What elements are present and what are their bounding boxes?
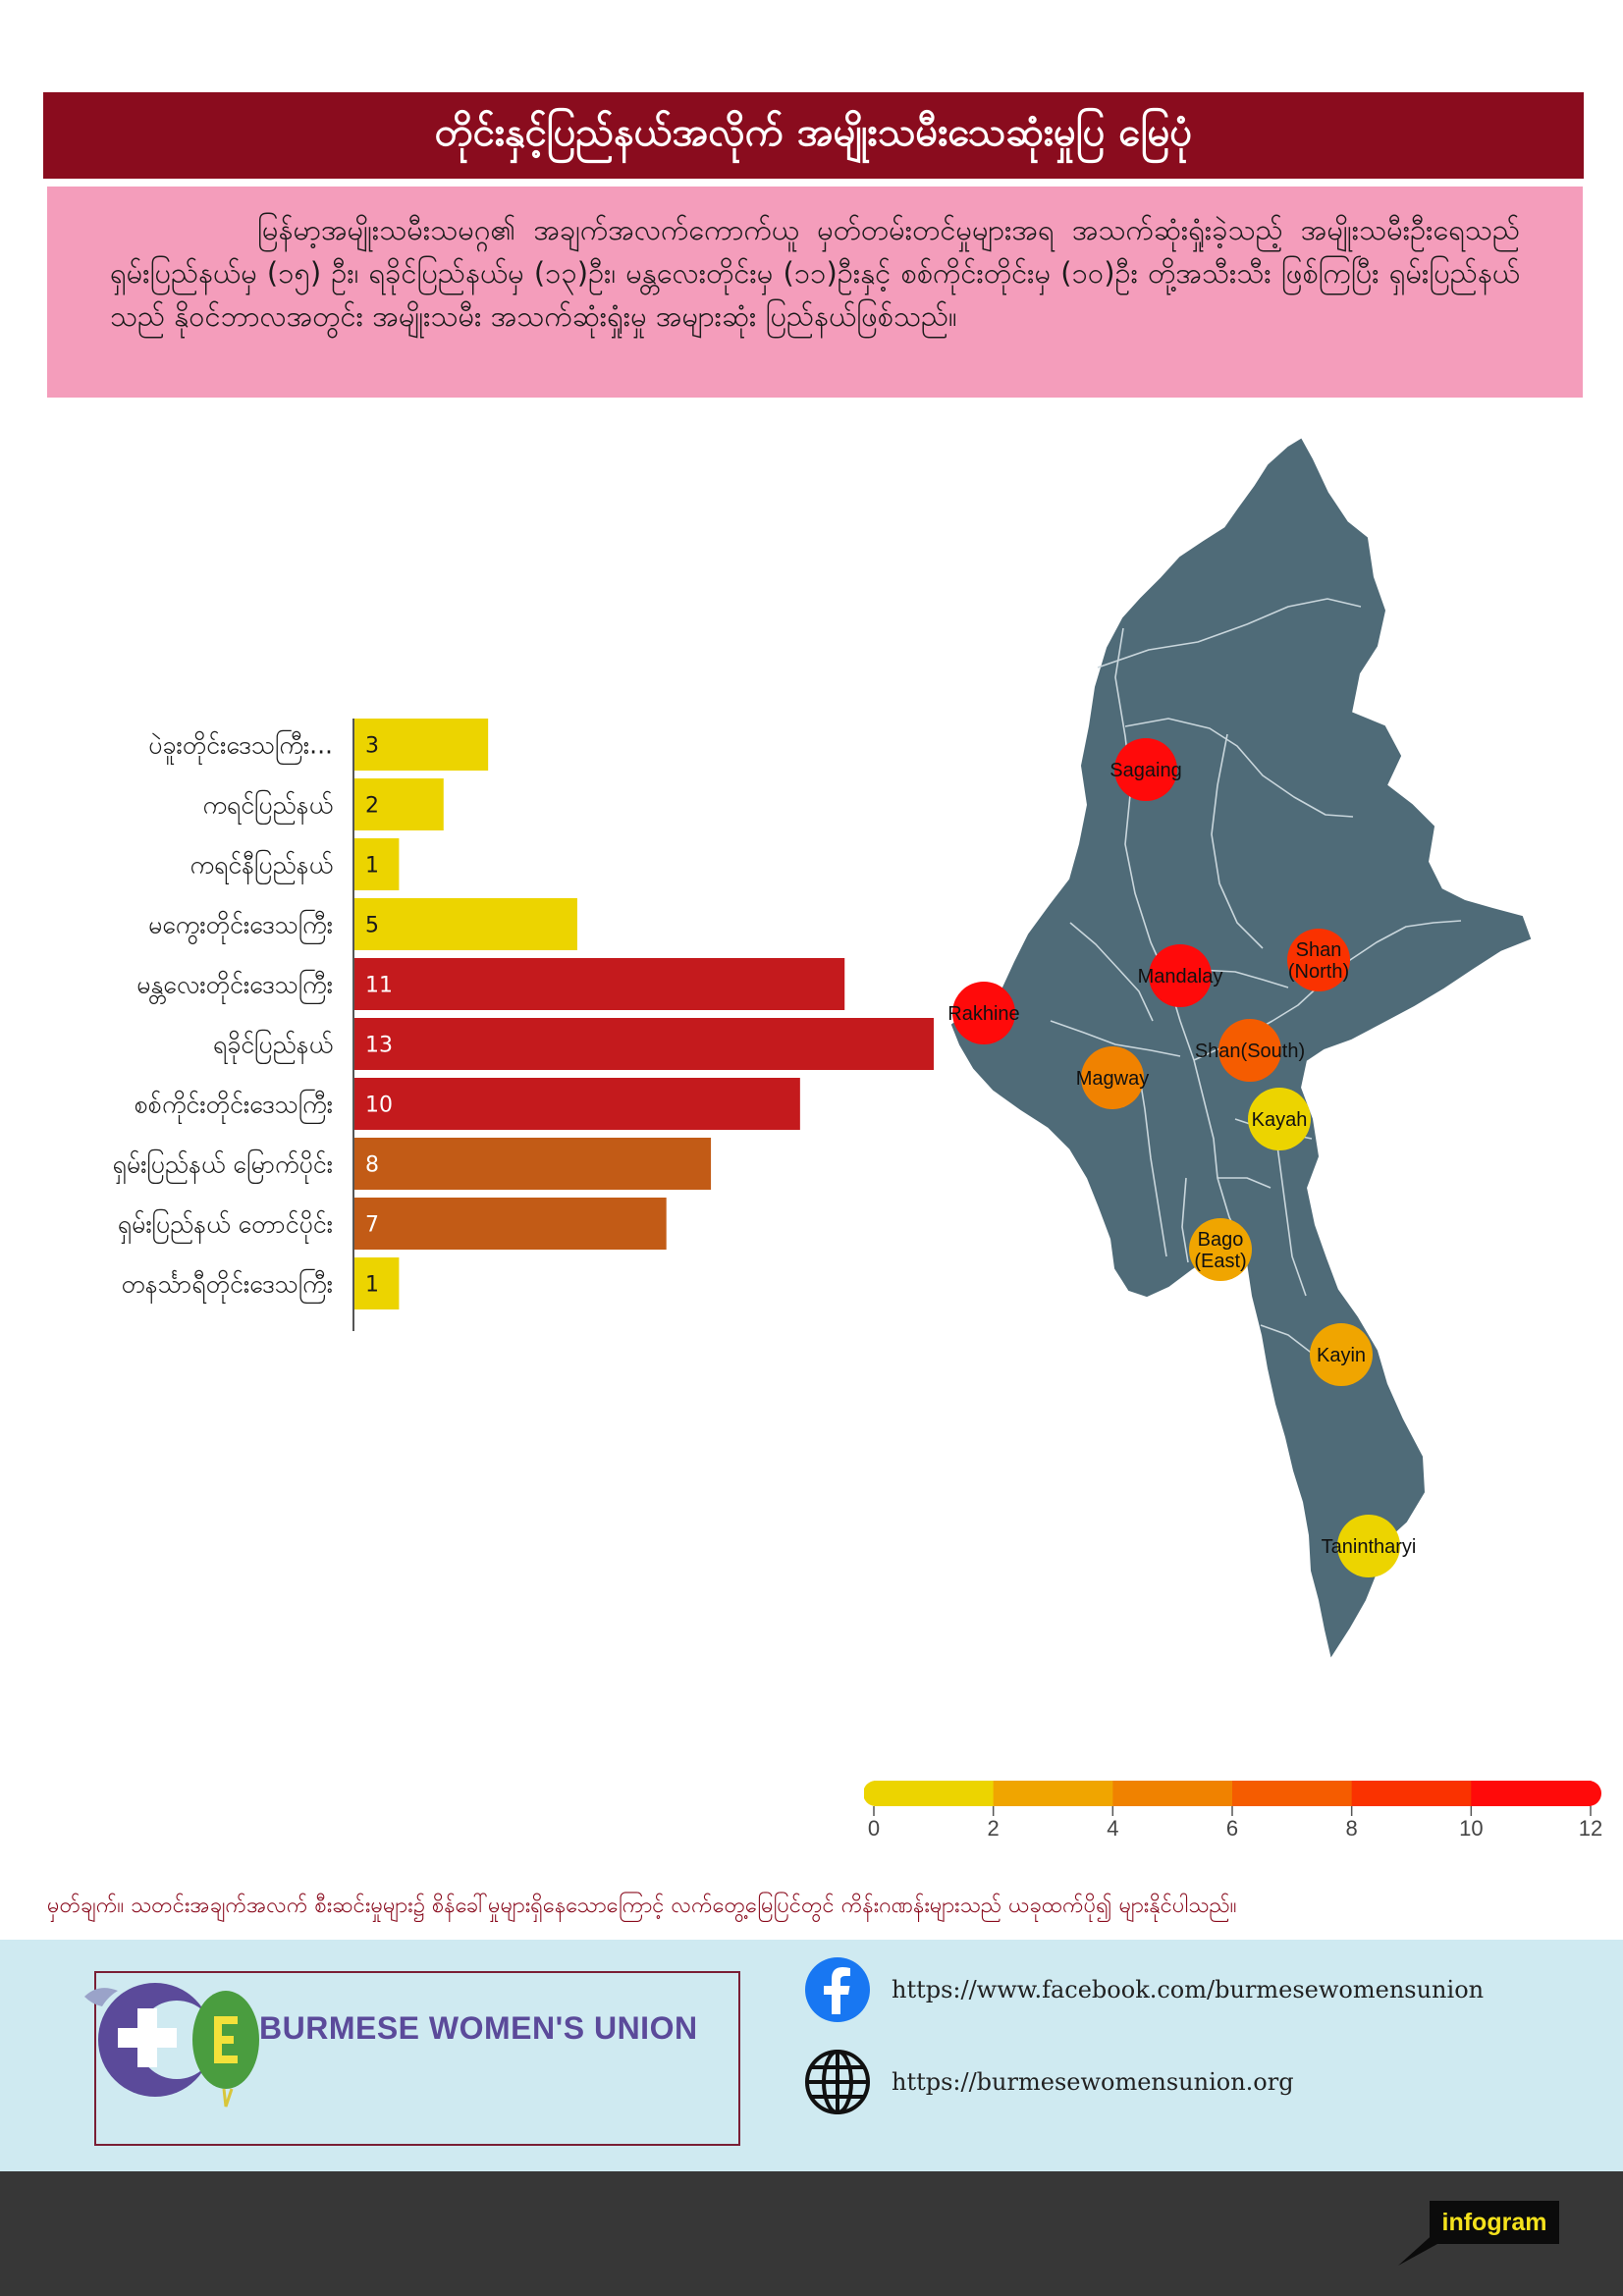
bar-category-label: ပဲခူးတိုင်းဒေသကြီး...: [148, 730, 333, 765]
legend-swatch: [1112, 1781, 1233, 1806]
bar-category-label: ရှမ်းပြည်နယ် မြောက်ပိုင်း: [112, 1149, 333, 1185]
map-marker[interactable]: [1218, 1019, 1281, 1082]
summary-text: မြန်မာ့အမျိုးသမီးသမဂ္ဂ၏ အချက်အလက်ကောက်ယူ…: [47, 187, 1583, 398]
map-marker[interactable]: [1248, 1088, 1311, 1150]
map-marker-label: Kayah: [1252, 1109, 1308, 1131]
bar-category-label: စစ်ကိုင်းတိုင်းဒေသကြီး: [135, 1090, 333, 1124]
footer: BURMESE WOMEN'S UNION https://www.facebo…: [0, 1940, 1623, 2171]
legend-swatch: [874, 1781, 995, 1806]
legend-swatch: [1232, 1781, 1353, 1806]
map-marker[interactable]: [1081, 1046, 1144, 1109]
legend-swatch: [1351, 1781, 1472, 1806]
website-link-row[interactable]: https://burmesewomensunion.org: [803, 2048, 1294, 2116]
bar-category-label: မကွေးတိုင်းဒေသကြီး: [148, 910, 333, 945]
bar-value-label: 3: [365, 734, 379, 759]
map-marker-label: Bago: [1198, 1229, 1244, 1251]
map-markers: Sagaing Rakhine Mandalay Shan(North) Shan(So…: [947, 738, 1416, 1577]
org-name: BURMESE WOMEN'S UNION: [259, 2010, 698, 2046]
legend-tick-label: 4: [1107, 1816, 1118, 1841]
bar-category-label: မန္တလေးတိုင်းဒေသကြီး: [136, 970, 333, 1004]
legend-swatch: [993, 1781, 1113, 1806]
legend-tick-label: 6: [1226, 1816, 1238, 1841]
bar-value-label: 1: [365, 854, 379, 879]
map-marker-label: Shan(South): [1195, 1041, 1305, 1062]
bar-value-label: 8: [365, 1153, 379, 1178]
page-title: တိုင်းနှင့်ပြည်နယ်အလိုက် အမျိုးသမီးသေဆုံ…: [43, 92, 1584, 179]
bar-category-label: ကရင်နီပြည်နယ်: [190, 850, 333, 884]
map-marker-label: Tanintharyi: [1322, 1536, 1417, 1558]
map-marker[interactable]: [952, 982, 1015, 1044]
logo-frame: [94, 1971, 740, 2146]
website-url[interactable]: https://burmesewomensunion.org: [892, 2068, 1294, 2096]
bar-7: [354, 1138, 712, 1190]
bar-3: [354, 898, 577, 950]
map-marker[interactable]: [1189, 1218, 1252, 1281]
bar-5: [354, 1018, 934, 1070]
map-marker-label: Mandalay: [1138, 966, 1223, 988]
map-marker-label: Rakhine: [947, 1003, 1019, 1025]
infogram-badge[interactable]: infogram: [1430, 2201, 1559, 2244]
bar-value-label: 1: [365, 1273, 379, 1298]
bar-category-label: တနင်္သာရီတိုင်းဒေသကြီး: [122, 1269, 333, 1304]
map-marker-label: Shan: [1296, 939, 1342, 961]
legend-tick-label: 2: [988, 1816, 1000, 1841]
footnote: မှတ်ချက်။ သတင်းအချက်အလက် စီးဆင်းမှုများ၌…: [47, 1894, 1237, 1918]
legend-tick-label: 8: [1346, 1816, 1358, 1841]
bar-4: [354, 958, 845, 1010]
bar-value-label: 7: [365, 1213, 379, 1238]
legend-swatch: [1471, 1781, 1592, 1806]
myanmar-map: Sagaing Rakhine Mandalay Shan(North) Shan(So…: [947, 438, 1532, 1658]
bar-value-label: 13: [365, 1034, 393, 1058]
bar-category-label: ရခိုင်ပြည်နယ်: [213, 1030, 333, 1064]
bar-9: [354, 1257, 400, 1309]
legend-tick-label: 12: [1579, 1816, 1602, 1841]
bar-value-label: 11: [365, 974, 393, 998]
legend-tick-label: 10: [1459, 1816, 1483, 1841]
bar-6: [354, 1078, 800, 1130]
facebook-icon[interactable]: [803, 1955, 872, 2024]
bwu-logo-icon: [84, 1983, 259, 2108]
map-marker-label: Kayin: [1317, 1345, 1366, 1366]
map-marker-label: (East): [1194, 1251, 1246, 1272]
bar-category-label: ကရင်ပြည်နယ်: [202, 790, 333, 825]
bar-value-label: 10: [365, 1094, 393, 1118]
badge-tail: [1398, 2230, 1437, 2266]
bars-group: 3 ပဲခူးတိုင်းဒေသကြီး... 2 ကရင်ပြည်နယ် 1 ကရင်န…: [112, 719, 934, 1309]
bar-category-label: ရှမ်းပြည်နယ် တောင်ပိုင်း: [118, 1209, 333, 1245]
facebook-url[interactable]: https://www.facebook.com/burmesewomensun…: [892, 1976, 1485, 2003]
legend-tick-label: 0: [868, 1816, 880, 1841]
map-marker[interactable]: [1310, 1323, 1373, 1386]
map-marker[interactable]: [1287, 929, 1350, 991]
bar-8: [354, 1198, 667, 1250]
bar-1: [354, 778, 444, 830]
map-marker-label: (North): [1288, 961, 1349, 983]
bar-chart: 3 ပဲခူးတိုင်းဒေသကြီး... 2 ကရင်ပြည်နယ် 1 ကရင်န…: [112, 719, 934, 1331]
map-marker[interactable]: [1114, 738, 1177, 801]
map-marker-label: Sagaing: [1109, 760, 1181, 781]
map-marker-label: Magway: [1076, 1068, 1149, 1090]
bar-value-label: 5: [365, 914, 379, 938]
bar-value-label: 2: [365, 794, 379, 819]
globe-icon[interactable]: [803, 2048, 872, 2116]
color-legend: 0 2 4 6 8 10 12: [864, 1781, 1602, 1841]
facebook-link-row[interactable]: https://www.facebook.com/burmesewomensun…: [803, 1955, 1484, 2024]
bottom-band: infogram: [0, 2171, 1623, 2296]
bar-0: [354, 719, 489, 771]
map-marker[interactable]: [1337, 1515, 1400, 1577]
bar-2: [354, 838, 400, 890]
map-marker[interactable]: [1149, 944, 1212, 1007]
